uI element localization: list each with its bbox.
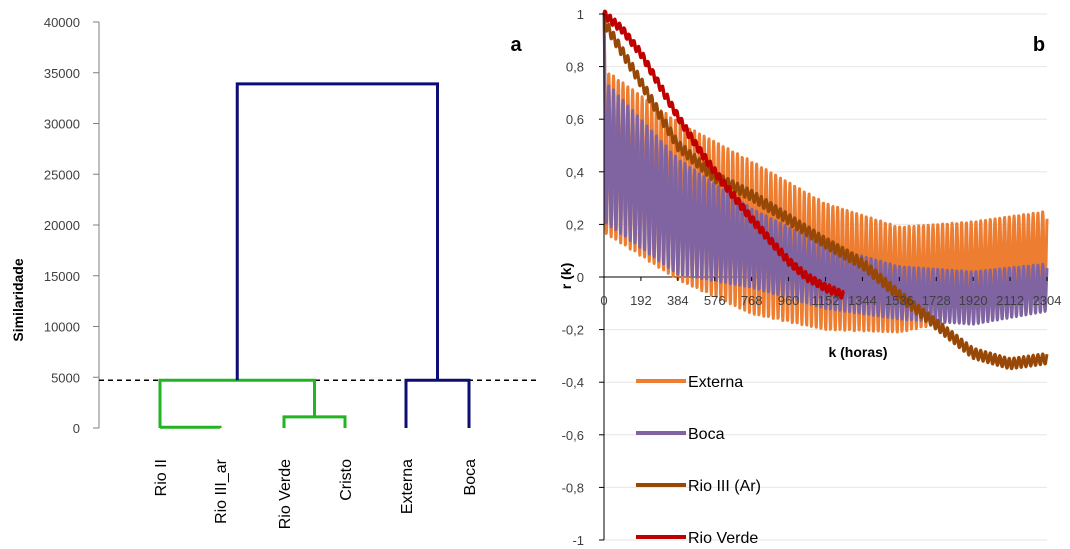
autocorrelation-y-tick-label: 1: [577, 7, 584, 22]
autocorrelation-y-tick-label: -1: [572, 533, 584, 548]
autocorrelation-y-tick-label: -0,2: [562, 323, 584, 338]
series-line-1: [602, 13, 1049, 326]
dendrogram-y-tick-label: 30000: [44, 117, 80, 132]
dendrogram-y-tick-label: 20000: [44, 218, 80, 233]
autocorrelation-x-tick-label: 1536: [885, 293, 914, 308]
dendrogram-y-label: Similaridade: [10, 258, 26, 341]
dendrogram-y-tick-label: 15000: [44, 269, 80, 284]
dendrogram-leaf-label: Externa: [399, 459, 416, 514]
autocorrelation-x-tick-label: 192: [630, 293, 652, 308]
autocorrelation-y-tick-label: 0,8: [566, 60, 584, 75]
dendrogram-link-rio-ii-rio-iii-ar: [158, 425, 222, 429]
dendrogram-y-tick-label: 35000: [44, 66, 80, 81]
dendrogram-y-tick-label: 40000: [44, 15, 80, 30]
dendrogram-links: [158, 82, 471, 429]
dendrogram-y-tick-label: 10000: [44, 320, 80, 335]
dendrogram-leaf-label: Rio II: [153, 459, 170, 496]
dendrogram-link-root: [235, 82, 439, 381]
autocorrelation-x-tick-label: 384: [667, 293, 689, 308]
autocorrelation-x-tick-label: 576: [704, 293, 726, 308]
autocorrelation-y-tick-label: 0,6: [566, 112, 584, 127]
panel-label-a: a: [510, 34, 522, 56]
autocorrelation-x-tick-label: 2304: [1033, 293, 1062, 308]
dendrogram-leaf-label: Rio Verde: [277, 459, 294, 529]
dendrogram-leaf-label: Cristo: [338, 459, 355, 501]
dendrogram-link-green-cluster: [158, 378, 316, 428]
legend: Externa Boca Rio III (Ar) Rio Verde: [636, 374, 761, 547]
autocorrelation-x-tick-label: 1920: [959, 293, 988, 308]
dendrogram-y-tick-label: 25000: [44, 167, 80, 182]
series-line-3: [602, 9, 845, 300]
autocorrelation-x-tick-label: 0: [600, 293, 607, 308]
autocorrelation-x-tick-label: 1728: [922, 293, 951, 308]
autocorrelation-y-tick-label: 0,4: [566, 165, 584, 180]
dendrogram-y-tick-label: 0: [73, 421, 80, 436]
legend-label: Boca: [688, 426, 725, 443]
dendrogram-leaf-labels: Rio II Rio III_ar Rio Verde Cristo Externa Bo…: [153, 458, 479, 529]
autocorrelation-x-tick-label: 1344: [848, 293, 877, 308]
dendrogram-y-tick-label: 5000: [51, 370, 80, 385]
autocorrelation-y-tick-label: -0,4: [562, 375, 584, 390]
legend-label: Externa: [688, 374, 743, 391]
autocorrelation-y-tick-label: -0,6: [562, 428, 584, 443]
autocorrelation-x-label: k (horas): [828, 344, 887, 360]
autocorrelation-x-ticks: 0 192 384 576 768 960 1152 1344 1536 1728 1920 2112…: [600, 277, 1061, 308]
autocorrelation-series: [602, 9, 1049, 371]
autocorrelation-y-ticks: -1 -0,8 -0,6 -0,4 -0,2 0 0,2 0,4 0,6 0,8 1: [562, 7, 604, 548]
series-line-2: [602, 13, 1049, 371]
dendrogram-y-ticks: 0 5000 10000 15000 20000 25000 30000 35000 40000: [44, 15, 99, 436]
autocorrelation-x-tick-label: 1152: [812, 293, 840, 308]
dendrogram-link-rio-verde-cristo: [282, 415, 347, 428]
dendrogram-leaf-label: Rio III_ar: [213, 458, 230, 524]
legend-label: Rio III (Ar): [688, 478, 761, 495]
legend-label: Rio Verde: [688, 530, 758, 547]
autocorrelation-x-tick-label: 2112: [996, 293, 1024, 308]
autocorrelation-chart: -1 -0,8 -0,6 -0,4 -0,2 0 0,2 0,4 0,6 0,8 1 0 192 384…: [558, 7, 1061, 548]
dendrogram-leaf-label: Boca: [462, 459, 479, 496]
autocorrelation-x-tick-label: 960: [778, 293, 800, 308]
autocorrelation-x-tick-label: 768: [741, 293, 763, 308]
autocorrelation-y-label: r (k): [558, 263, 574, 289]
autocorrelation-y-tick-label: 0,2: [566, 217, 584, 232]
dendrogram-chart: 0 5000 10000 15000 20000 25000 30000 35000 40000…: [10, 15, 536, 529]
panel-label-b: b: [1033, 34, 1045, 56]
dendrogram-link-externa-boca: [404, 378, 471, 428]
autocorrelation-y-tick-label: -0,8: [562, 480, 584, 495]
autocorrelation-y-tick-label: 0: [577, 270, 584, 285]
